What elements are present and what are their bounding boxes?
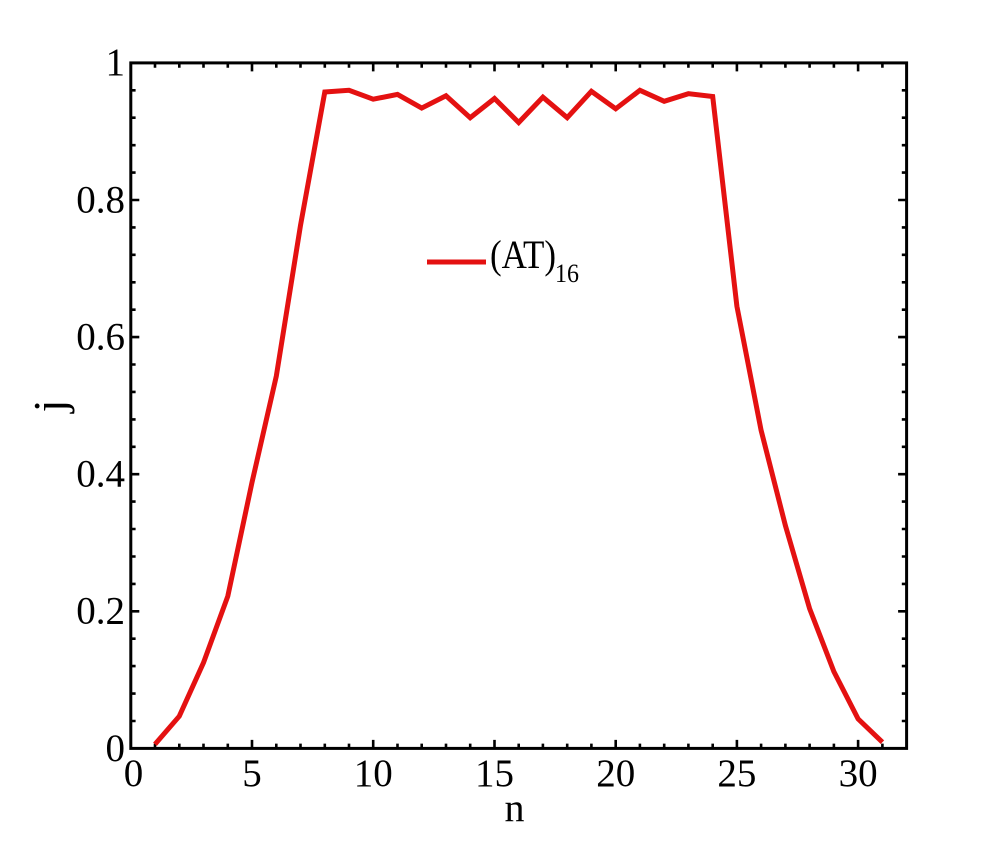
svg-text:0: 0 xyxy=(106,727,126,770)
svg-text:0.8: 0.8 xyxy=(76,179,125,222)
svg-text:(AT): (AT) xyxy=(490,233,556,278)
svg-text:25: 25 xyxy=(717,752,756,795)
svg-text:0.2: 0.2 xyxy=(76,590,125,633)
svg-text:0: 0 xyxy=(124,752,144,795)
svg-text:20: 20 xyxy=(596,752,635,795)
svg-text:16: 16 xyxy=(555,260,579,288)
svg-text:30: 30 xyxy=(839,752,878,795)
svg-text:j: j xyxy=(24,400,75,415)
svg-text:0.4: 0.4 xyxy=(76,453,125,496)
svg-text:15: 15 xyxy=(475,752,514,795)
svg-text:0.6: 0.6 xyxy=(76,316,125,359)
svg-text:10: 10 xyxy=(354,752,393,795)
svg-text:5: 5 xyxy=(242,752,262,795)
svg-text:1: 1 xyxy=(106,41,126,84)
svg-text:n: n xyxy=(505,785,525,830)
